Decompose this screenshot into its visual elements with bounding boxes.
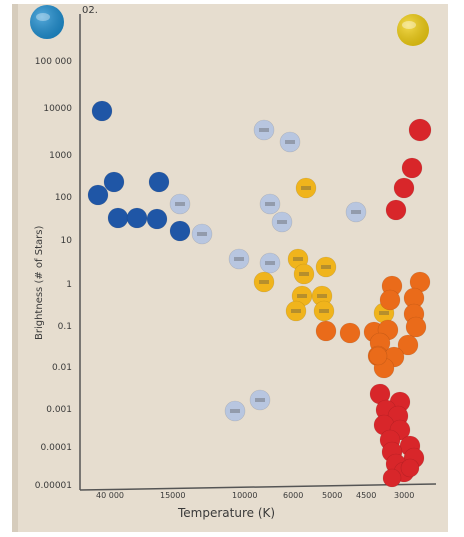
star-dot-blue [107,207,129,229]
y-tick-label: 0.01 [52,363,72,373]
dot-writing [259,280,269,284]
star-dot-blue [91,100,113,122]
y-tick-label: 0.1 [58,322,72,332]
star-dot-yellow [315,256,337,278]
poster-shadow-edge [12,4,18,532]
y-tick-label: 10000 [43,104,72,114]
x-axis-title: Temperature (K) [177,506,275,520]
corner-text: 02. [82,5,98,16]
star-dot-orange [315,320,337,342]
y-tick-label: 0.00001 [35,481,72,491]
star-dot-lavender [271,211,293,233]
yellow-pushpin [397,14,429,46]
dot-writing [317,294,327,298]
star-dot-red [385,199,407,221]
star-dot-yellow [285,300,307,322]
star-dot-lavender [249,389,271,411]
x-tick-label: 4500 [356,491,376,500]
dot-writing [291,309,301,313]
y-tick-label: 10 [61,236,73,246]
y-tick-label: 100 000 [35,57,72,67]
y-tick-label: 100 [55,193,72,203]
star-dot-lavender [259,193,281,215]
star-dot-blue [146,208,168,230]
y-axis-title: Brightness (# of Stars) [34,226,45,340]
x-tick-label: 6000 [283,491,303,500]
dot-writing [285,140,295,144]
star-dot-lavender [279,131,301,153]
dot-writing [255,398,265,402]
poster-paper [12,4,448,532]
x-tick-label: 10000 [232,491,257,500]
x-tick-label: 15000 [160,491,185,500]
dot-writing [265,261,275,265]
blue-pushpin [30,5,64,39]
y-tick-label: 1 [66,280,72,290]
star-dot-lavender [169,193,191,215]
y-tick-label: 0.001 [46,405,72,415]
dot-writing [319,309,329,313]
star-dot-red [408,118,432,142]
dot-writing [293,257,303,261]
star-dot-blue [169,220,191,242]
star-dot-lavender [345,201,367,223]
star-dot-orange [379,289,401,311]
dot-writing [197,232,207,236]
star-dot-orange [405,316,427,338]
star-dot-orange [368,346,388,366]
star-dot-blue [126,207,148,229]
x-tick-labels: 40 000 15000 10000 6000 5000 4500 3000 [96,491,414,500]
star-dot-red [401,157,423,179]
dot-writing [175,202,185,206]
star-dot-red [382,468,402,488]
dot-writing [297,294,307,298]
star-dot-lavender [224,400,246,422]
star-dot-orange [397,334,419,356]
y-tick-label: 1000 [49,151,72,161]
star-dot-yellow [295,177,317,199]
star-dot-lavender [259,252,281,274]
star-dot-yellow [313,300,335,322]
star-dot-yellow [253,271,275,293]
x-tick-label: 3000 [394,491,414,500]
dot-writing [351,210,361,214]
star-dot-orange [339,322,361,344]
x-axis-line [79,483,437,491]
star-dot-blue [148,171,170,193]
y-tick-label: 0.0001 [41,443,73,453]
dot-writing [299,272,309,276]
dot-writing [259,128,269,132]
dot-writing [277,220,287,224]
dot-writing [234,257,244,261]
x-tick-label: 5000 [322,491,342,500]
dot-writing [230,409,240,413]
dot-writing [265,202,275,206]
star-dot-red [393,177,415,199]
star-dot-lavender [253,119,275,141]
star-dot-lavender [191,223,213,245]
dot-writing [379,311,389,315]
x-tick-label: 40 000 [96,491,124,500]
star-dot-blue [87,184,109,206]
dot-writing [301,186,311,190]
dot-writing [321,265,331,269]
star-dot-blue [103,171,125,193]
y-tick-labels: 100 000 10000 1000 100 10 1 0.1 0.01 0.001 0.0001… [35,57,72,491]
star-dot-yellow [293,263,315,285]
star-dot-red [400,458,420,478]
star-dots [87,100,432,488]
star-dot-lavender [228,248,250,270]
